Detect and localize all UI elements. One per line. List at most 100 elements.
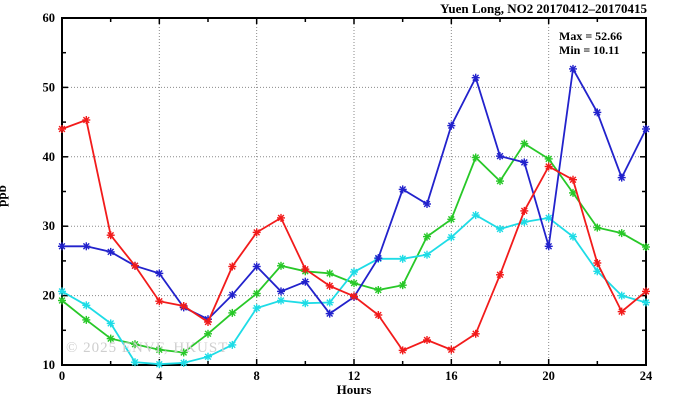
y-axis-label: ppb [0,185,9,207]
watermark: © 2025 ENVF, HKUST [66,340,229,356]
series-red-point [398,346,407,355]
series-red-point [423,336,431,344]
series-green-point [106,334,115,343]
series-blue-point [471,73,480,82]
series-cyan-point [325,298,334,307]
series-cyan-point [179,358,188,367]
series-red-point [544,162,553,171]
series-red-point [325,281,334,290]
series-red-point [82,116,91,124]
series-cyan-point [398,254,407,263]
series-green-point [617,229,626,238]
plot-frame [61,17,647,366]
series-blue-point [277,287,285,296]
series-green-point [496,177,504,186]
series-cyan-point [58,287,66,296]
series-cyan-point [520,218,529,226]
series-green-point [82,315,91,324]
series-cyan-point [204,352,212,361]
legend-max-value: Max = 52.66 [559,29,623,43]
series-blue-point [569,64,577,73]
series-red-point [374,311,383,319]
chart-title: Yuen Long, NO2 20170412–20170415 [440,1,647,16]
x-tick-label: 0 [59,369,65,383]
series-green-point [423,232,431,241]
series-cyan-point [617,291,626,300]
series-blue-point [544,242,553,251]
legend-min-value: Min = 10.11 [559,43,620,57]
x-tick-label: 24 [640,369,653,383]
series-red-point [350,292,358,301]
series-cyan-point [155,360,164,369]
series-cyan-point [228,340,237,349]
series-blue-point [325,309,334,318]
series-green-point [642,243,650,251]
series-cyan-point [277,296,285,305]
series-green-point [155,345,164,354]
series-red-point [277,213,285,222]
series-blue-point [82,242,91,251]
series-blue-point [252,262,261,271]
series-blue-point [106,247,115,256]
series-green-point [277,261,285,270]
series-cyan-point [447,233,456,242]
series-red-point [520,206,529,215]
series-red-point [471,329,480,338]
chart-legend: Max = 52.66 Min = 10.11 [559,29,622,57]
series-blue-point [301,277,310,286]
series-red-point [642,287,650,296]
series-red-point [106,231,115,240]
x-tick-label: 8 [254,369,260,383]
series-blue-point [593,108,602,117]
series-blue-point [155,269,164,278]
series-blue-point [496,152,504,161]
series-green-point [398,281,407,290]
series-cyan-point [496,225,504,233]
series-red-point [593,259,602,267]
series-red-point [155,297,164,306]
x-tick-label: 4 [156,369,163,383]
y-tick-label: 30 [43,219,56,233]
x-tick-label: 20 [542,369,555,383]
series-cyan-point [471,211,480,220]
series-cyan-point [423,250,431,259]
series-green-point [544,154,553,163]
series-red-point [496,270,504,279]
x-tick-label: 12 [348,369,361,383]
series-blue-point [58,242,66,251]
series-blue-point [642,125,650,133]
series-cyan-point [131,358,139,367]
y-tick-label: 20 [43,289,56,303]
series-red-point [179,302,188,310]
series-blue-point [398,185,407,194]
series-green-point [131,340,139,349]
series-green-point [204,329,212,338]
series-green-point [520,139,529,148]
series-green-point [593,223,602,232]
series-cyan-point [252,304,261,313]
series-cyan-point [569,232,577,241]
series-cyan-point [593,267,602,276]
series-red-point [204,318,212,326]
series-red-point [447,345,456,354]
y-tick-label: 60 [43,11,56,25]
series-green-point [374,286,383,294]
series-blue-point [617,173,626,182]
series-cyan-point [301,299,310,308]
series-green-point [569,188,577,197]
series-green-point [325,269,334,278]
series-green-point [350,279,358,288]
series-blue-point [520,158,529,167]
series-green-point [58,296,66,305]
series-red-point [58,125,66,133]
series-red-point [131,261,139,270]
y-tick-label: 40 [43,150,56,164]
series-red-point [617,307,626,316]
x-tick-label: 16 [445,369,458,383]
series-cyan-point [350,268,358,276]
series-red-point [228,262,237,271]
series-blue-point [374,254,383,263]
series-blue-point [228,290,237,299]
